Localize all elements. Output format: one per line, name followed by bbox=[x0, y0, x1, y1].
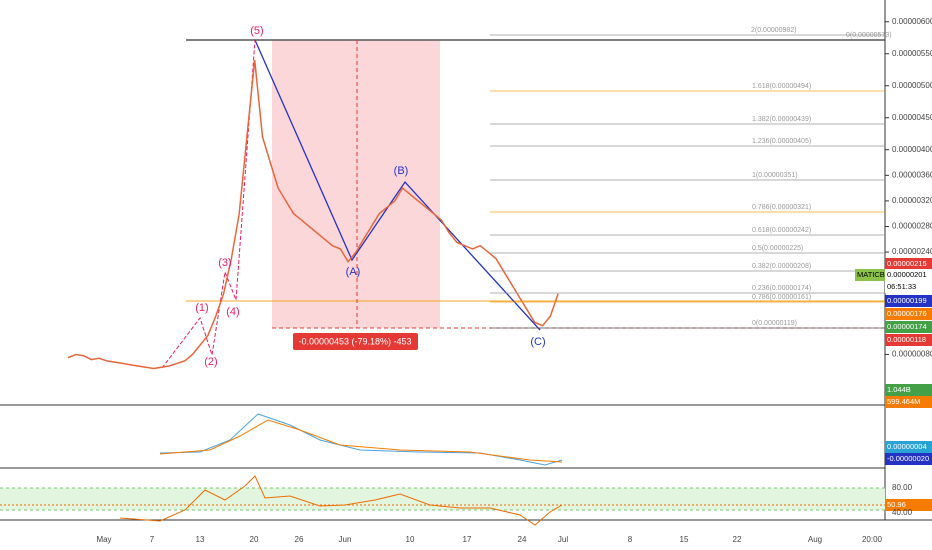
x-tick-label: 17 bbox=[463, 535, 472, 544]
fib-label: 1.382(0.00000439) bbox=[752, 116, 811, 123]
measure-box bbox=[293, 333, 418, 350]
price-badge bbox=[885, 453, 932, 465]
wave-label: (1) bbox=[195, 302, 208, 314]
price-badge bbox=[885, 258, 932, 270]
price-badge-label: 0.00000176 bbox=[887, 309, 927, 318]
rsi-tick-label: 80.00 bbox=[892, 483, 913, 492]
price-badge bbox=[885, 281, 932, 293]
wave-label: (4) bbox=[226, 306, 239, 318]
x-tick-label: 7 bbox=[150, 535, 155, 544]
fib-label: 0.382(0.00000208) bbox=[752, 263, 811, 270]
y-tick-label: 0.00000240 bbox=[892, 247, 932, 256]
y-tick-label: 0.00000550 bbox=[892, 49, 932, 58]
price-badge bbox=[885, 384, 932, 396]
x-tick-label: 20:00 bbox=[862, 535, 883, 544]
price-badge-label: 0.00000118 bbox=[887, 335, 926, 344]
y-tick-label: 0.00000360 bbox=[892, 170, 932, 179]
wave-label: (5) bbox=[250, 25, 263, 37]
price-badge bbox=[885, 308, 932, 320]
x-tick-label: Aug bbox=[808, 535, 822, 544]
price-badge bbox=[885, 441, 932, 453]
y-tick-label: 0.00000400 bbox=[892, 145, 932, 154]
price-badge bbox=[885, 396, 932, 408]
rsi-tick-label: 40.00 bbox=[892, 508, 913, 517]
wave-label: (2) bbox=[204, 356, 217, 368]
price-badge-label: MATICBTC bbox=[857, 270, 895, 279]
x-tick-label: Jun bbox=[339, 535, 352, 544]
impulse-lines bbox=[161, 39, 256, 369]
x-tick-label: 20 bbox=[250, 535, 259, 544]
wave-label: (C) bbox=[530, 336, 545, 348]
price-badge-label: 0.00000199 bbox=[887, 296, 927, 305]
x-tick-label: 15 bbox=[680, 535, 689, 544]
x-tick-label: 8 bbox=[628, 535, 633, 544]
price-badge-label: 0.00000174 bbox=[887, 322, 927, 331]
x-tick-label: Jul bbox=[558, 535, 568, 544]
signal-line bbox=[159, 419, 563, 463]
fib-label: 0.5(0.00000225) bbox=[752, 245, 803, 252]
wave-label: (A) bbox=[346, 266, 361, 278]
x-tick-label: May bbox=[96, 535, 111, 544]
y-tick-label: 0.00000080 bbox=[892, 350, 932, 359]
measure-zone bbox=[272, 40, 440, 328]
price-line bbox=[67, 60, 559, 370]
fib-label: 2(0.00000982) bbox=[751, 27, 797, 34]
wave-label: (3) bbox=[218, 257, 231, 269]
wave-lines bbox=[254, 39, 541, 331]
y-tick-label: 0.00000450 bbox=[892, 113, 932, 122]
x-tick-label: 22 bbox=[733, 535, 742, 544]
y-tick-label: 0.00000320 bbox=[892, 196, 932, 205]
fib-label: 1(0.00000351) bbox=[752, 172, 798, 179]
measure-label: -0.00000453 (-79.18%) -453 bbox=[298, 336, 411, 346]
price-badge bbox=[885, 334, 932, 346]
rsi-line bbox=[119, 475, 563, 526]
price-badge-label: 1.044B bbox=[887, 385, 911, 394]
price-badge-label: 599.464M bbox=[887, 397, 920, 406]
fib-label: 0(0.00000573) bbox=[846, 32, 892, 39]
x-tick-label: 10 bbox=[406, 535, 415, 544]
price-badge-label: 0.00000004 bbox=[887, 442, 927, 451]
price-badge bbox=[885, 499, 932, 511]
price-badge-label: 50.96 bbox=[887, 500, 906, 509]
price-badge-label: 0.00000215 bbox=[887, 259, 927, 268]
fib-label: 0.786(0.00000161) bbox=[752, 294, 811, 301]
price-badge bbox=[885, 321, 932, 333]
x-tick-label: 24 bbox=[518, 535, 527, 544]
fib-label: 0.618(0.00000242) bbox=[752, 227, 811, 234]
fib-label: 1.618(0.00000494) bbox=[752, 83, 811, 90]
x-tick-label: 26 bbox=[295, 535, 304, 544]
y-tick-label: 0.00000600 bbox=[892, 17, 932, 26]
fib-label: 1.236(0.00000405) bbox=[752, 138, 811, 145]
x-tick-label: 13 bbox=[196, 535, 205, 544]
price-badge-label: -0.00000020 bbox=[887, 454, 929, 463]
y-tick-label: 0.00000500 bbox=[892, 81, 932, 90]
fib-label: 0.786(0.00000321) bbox=[752, 204, 811, 211]
price-badge bbox=[855, 269, 885, 281]
price-badge bbox=[885, 269, 932, 281]
fib-label: 0(0.00000119) bbox=[752, 320, 797, 327]
wave-label: (B) bbox=[394, 165, 409, 177]
price-badge-label: 0.00000201 bbox=[887, 270, 927, 279]
y-tick-label: 0.00000280 bbox=[892, 222, 932, 231]
price-badge-label: 06:51:33 bbox=[887, 282, 916, 291]
fib-label: 0.236(0.00000174) bbox=[752, 285, 811, 292]
price-badge bbox=[885, 295, 932, 307]
